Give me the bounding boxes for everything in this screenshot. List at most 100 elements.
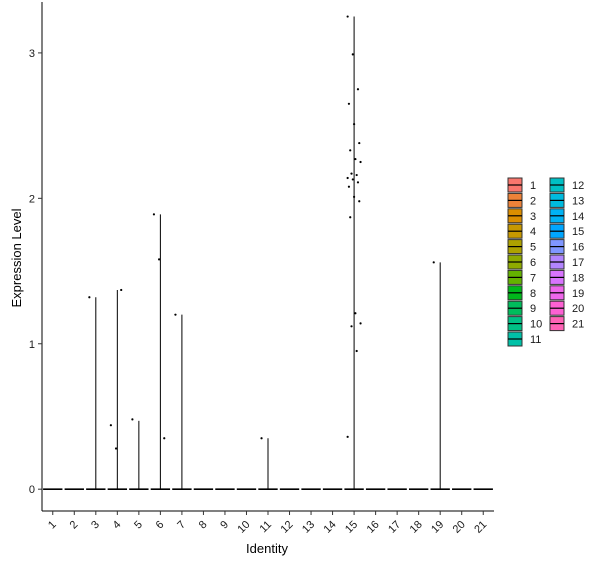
y-tick-label: 1 — [29, 339, 35, 351]
legend-label-2: 2 — [530, 195, 536, 207]
x-tick-label-5: 5 — [132, 519, 145, 532]
legend-label-20: 20 — [572, 303, 584, 315]
legend-label-17: 17 — [572, 257, 584, 269]
x-tick-label-10: 10 — [235, 519, 252, 536]
point-7-0 — [174, 313, 177, 316]
point-4-0 — [109, 424, 112, 427]
legend-item-17: 17 — [549, 254, 584, 270]
legend-label-8: 8 — [530, 288, 536, 300]
legend-item-1: 1 — [507, 177, 536, 193]
legend-item-5: 5 — [507, 239, 536, 255]
legend-item-9: 9 — [507, 300, 536, 316]
legend-item-11: 11 — [507, 331, 541, 347]
x-tick-label-2: 2 — [68, 519, 81, 532]
y-tick-label: 3 — [29, 48, 35, 60]
point-15-10 — [355, 173, 358, 177]
legend-label-5: 5 — [530, 242, 536, 254]
x-tick-label-3: 3 — [89, 519, 102, 532]
legend-item-2: 2 — [507, 192, 536, 208]
legend-item-16: 16 — [549, 239, 584, 255]
x-tick-label-16: 16 — [365, 519, 382, 536]
x-tick-label-18: 18 — [408, 519, 425, 536]
point-4-2 — [120, 288, 123, 292]
legend-item-21: 21 — [549, 316, 584, 332]
legend-item-19: 19 — [549, 285, 584, 301]
legend-label-4: 4 — [530, 226, 536, 238]
point-15-18 — [354, 312, 357, 315]
point-15-6 — [349, 149, 352, 152]
legend-label-21: 21 — [572, 319, 584, 331]
legend-item-12: 12 — [549, 177, 584, 193]
x-axis-title: Identity — [246, 541, 288, 556]
legend-label-1: 1 — [530, 180, 536, 192]
point-4-1 — [114, 447, 118, 450]
point-5-0 — [131, 418, 134, 421]
point-11-0 — [260, 437, 263, 440]
x-tick-label-8: 8 — [197, 519, 210, 532]
x-tick-label-6: 6 — [154, 519, 167, 532]
point-19-0 — [432, 261, 435, 264]
x-tick-label-20: 20 — [451, 519, 468, 536]
point-15-16 — [358, 200, 361, 203]
legend-item-3: 3 — [507, 208, 536, 224]
legend-label-11: 11 — [530, 334, 541, 346]
legend-item-7: 7 — [507, 269, 536, 285]
x-tick-label-4: 4 — [111, 519, 124, 532]
x-tick-label-19: 19 — [429, 519, 446, 536]
point-15-2 — [356, 88, 360, 91]
point-15-4 — [352, 123, 356, 126]
legend-item-18: 18 — [549, 269, 584, 285]
point-15-11 — [346, 176, 349, 180]
x-tick-label-17: 17 — [386, 519, 403, 536]
legend-item-13: 13 — [549, 192, 584, 208]
legend-label-13: 13 — [572, 195, 584, 207]
x-tick-label-21: 21 — [472, 519, 489, 536]
point-15-19 — [359, 322, 362, 325]
point-6-2 — [163, 437, 166, 440]
point-3-0 — [88, 296, 91, 299]
point-15-13 — [356, 181, 360, 184]
x-tick-label-7: 7 — [175, 519, 188, 532]
legend-label-19: 19 — [572, 288, 584, 300]
point-15-8 — [359, 160, 362, 164]
x-tick-label-9: 9 — [218, 519, 231, 532]
point-15-22 — [346, 435, 349, 438]
point-15-1 — [351, 53, 354, 56]
point-15-5 — [358, 141, 361, 145]
legend-item-20: 20 — [549, 300, 584, 316]
point-15-12 — [351, 178, 354, 181]
legend-label-10: 10 — [530, 319, 542, 331]
point-6-0 — [152, 213, 156, 216]
legend-item-10: 10 — [507, 316, 542, 332]
y-tick-label: 2 — [29, 193, 35, 205]
x-tick-label-1: 1 — [46, 519, 59, 532]
legend-label-15: 15 — [572, 226, 584, 238]
legend-label-7: 7 — [530, 272, 536, 284]
x-tick-label-15: 15 — [343, 519, 360, 536]
point-15-3 — [347, 102, 351, 105]
point-15-15 — [352, 195, 356, 198]
x-tick-label-12: 12 — [278, 519, 295, 536]
point-15-0 — [346, 15, 349, 18]
legend-label-3: 3 — [530, 211, 536, 223]
legend-item-14: 14 — [549, 208, 584, 224]
legend-item-6: 6 — [507, 254, 536, 270]
x-tick-label-14: 14 — [322, 519, 339, 536]
legend-item-8: 8 — [507, 285, 536, 301]
y-tick-label: 0 — [29, 484, 35, 496]
legend-label-16: 16 — [572, 242, 584, 254]
point-15-21 — [355, 349, 358, 353]
point-15-20 — [350, 325, 353, 328]
legend-label-9: 9 — [530, 303, 536, 315]
point-15-14 — [347, 185, 351, 188]
x-tick-label-11: 11 — [258, 519, 275, 536]
y-axis-title: Expression Level — [9, 208, 24, 307]
point-15-9 — [350, 172, 353, 175]
point-15-7 — [354, 157, 357, 161]
legend-label-6: 6 — [530, 257, 536, 269]
legend-item-4: 4 — [507, 223, 536, 239]
point-15-17 — [349, 216, 352, 219]
point-6-1 — [157, 258, 161, 261]
